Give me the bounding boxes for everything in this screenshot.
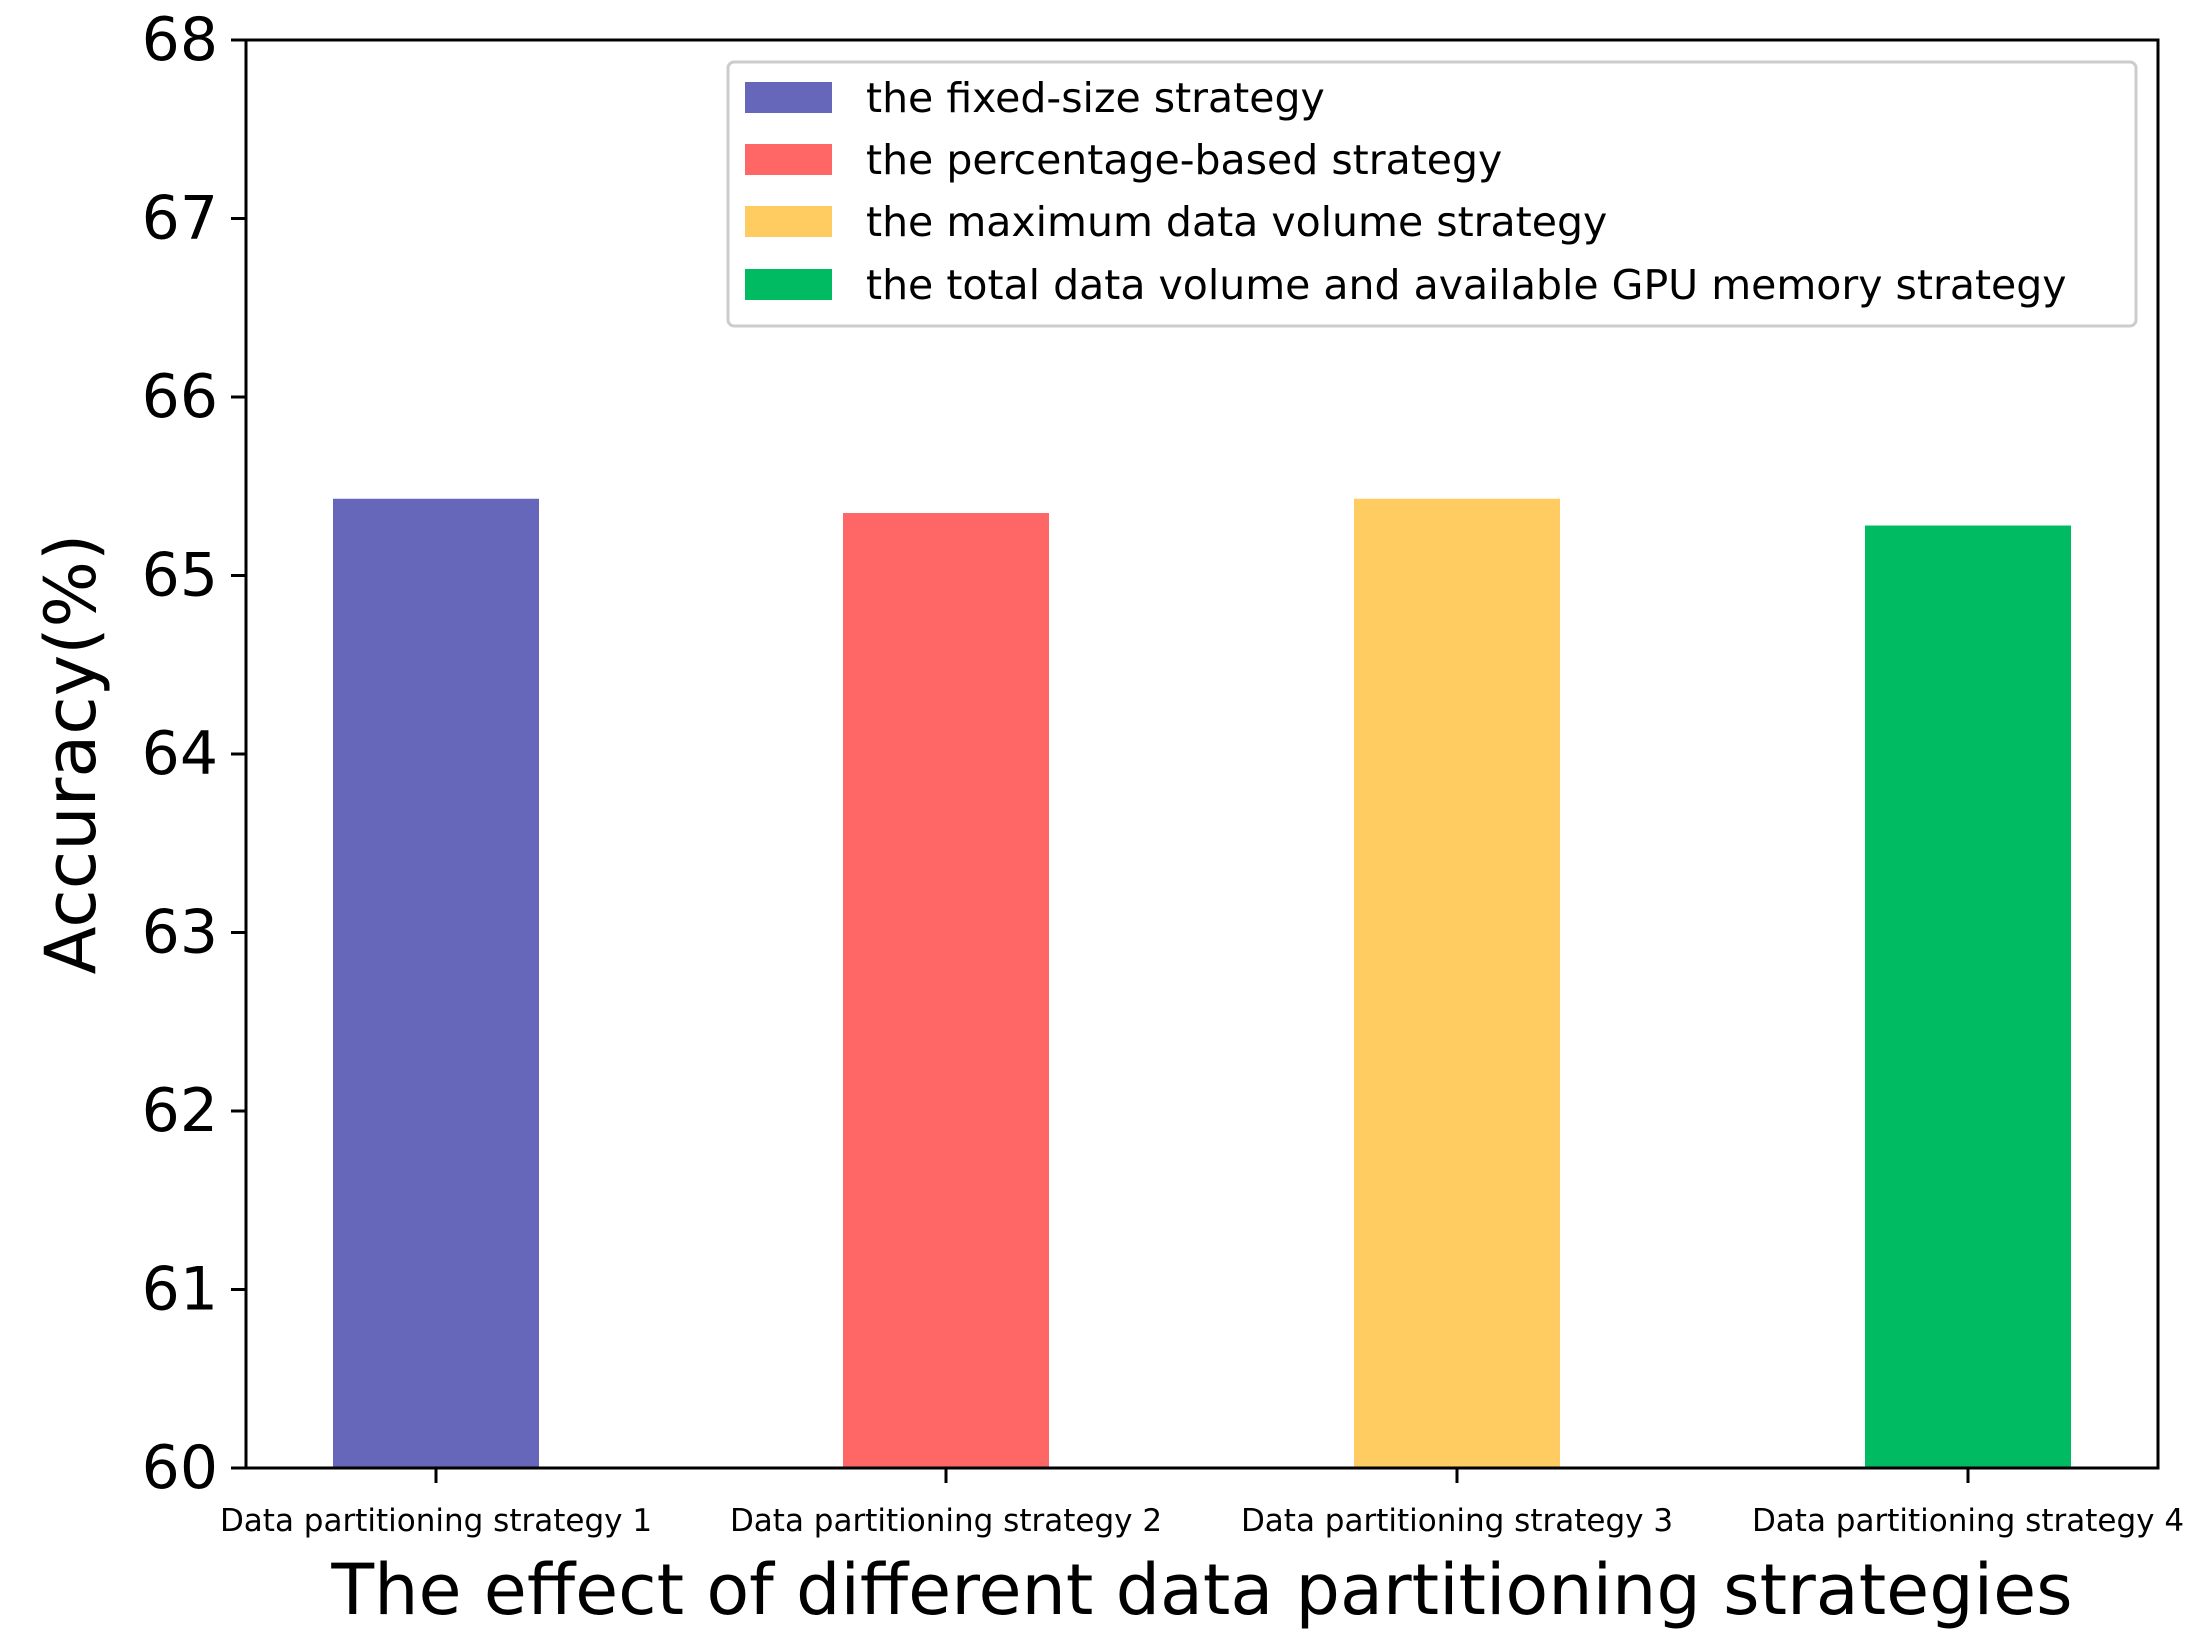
legend-label-2: the percentage-based strategy bbox=[866, 136, 1502, 184]
bars-layer bbox=[333, 498, 2071, 1468]
y-axis: 60 61 62 63 64 65 66 67 68 bbox=[142, 5, 246, 1503]
y-tick-label: 68 bbox=[142, 5, 218, 75]
bar-4 bbox=[1865, 525, 2071, 1468]
legend-frame bbox=[726, 60, 2138, 328]
legend-swatch-2 bbox=[745, 144, 832, 175]
y-tick-label: 61 bbox=[142, 1255, 218, 1325]
x-axis: Data partitioning strategy 1 Data partiti… bbox=[220, 1468, 2184, 1539]
y-tick-label: 62 bbox=[142, 1076, 218, 1146]
y-axis-title: Accuracy(%) bbox=[30, 534, 112, 975]
y-tick-label: 66 bbox=[142, 362, 218, 432]
bar-3 bbox=[1354, 498, 1560, 1468]
legend-swatch-1 bbox=[745, 82, 832, 113]
x-axis-title: The effect of different data partitionin… bbox=[330, 1549, 2072, 1631]
y-tick-label: 67 bbox=[142, 184, 218, 254]
x-tick-label: Data partitioning strategy 1 bbox=[220, 1503, 652, 1539]
x-tick-label: Data partitioning strategy 2 bbox=[730, 1503, 1162, 1539]
bar-1 bbox=[333, 498, 539, 1468]
x-tick-label: Data partitioning strategy 3 bbox=[1241, 1503, 1673, 1539]
y-tick-label: 65 bbox=[142, 541, 218, 611]
bar-2 bbox=[843, 513, 1049, 1468]
legend-label-4: the total data volume and available GPU … bbox=[866, 261, 2067, 309]
legend-label-3: the maximum data volume strategy bbox=[866, 198, 1607, 246]
y-tick-label: 64 bbox=[142, 719, 218, 789]
legend-swatch-3 bbox=[745, 206, 832, 237]
legend-label-1: the fixed-size strategy bbox=[866, 74, 1325, 122]
legend-swatch-4 bbox=[745, 269, 832, 300]
x-tick-label: Data partitioning strategy 4 bbox=[1752, 1503, 2184, 1539]
y-tick-label: 63 bbox=[142, 898, 218, 968]
legend: the fixed-size strategy the percentage-ba… bbox=[726, 60, 2138, 328]
y-tick-label: 60 bbox=[142, 1433, 218, 1503]
